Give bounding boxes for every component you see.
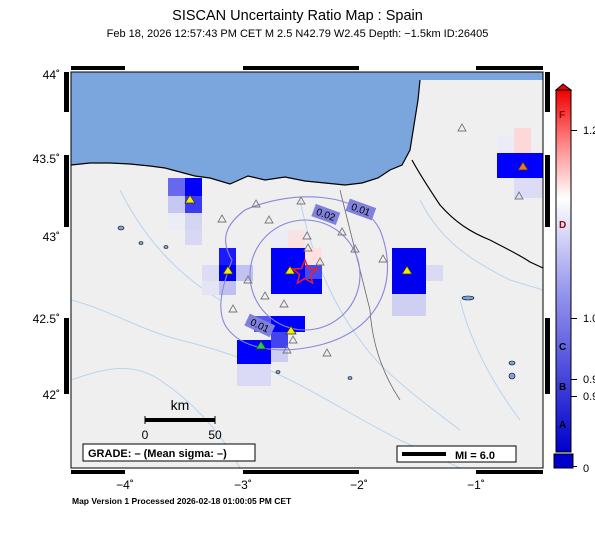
scale-end: 50 [208,428,222,442]
mi-bar [402,452,446,456]
station-yellow-icon [184,194,196,204]
scale-bar: km 0 50 [142,397,222,442]
mi-text: MI = 6.0 [455,450,495,462]
grade-box [82,443,256,462]
scale-unit: km [171,397,190,413]
colorbar [553,83,574,469]
scale-start: 0 [142,428,149,442]
uncertainty-contours [220,196,388,351]
map-frame [70,71,544,469]
map-footer: Map Version 1 Processed 2026-02-18 01:00… [72,496,292,506]
lon-label-m1: −1˚ [467,478,485,492]
lon-label-m4: −4˚ [116,478,134,492]
frame-ticks [64,66,550,474]
map-subtitle: Feb 18, 2026 12:57:43 PM CET M 2.5 N42.7… [106,28,489,40]
lakes [117,225,516,380]
station-orange-icon [517,161,529,171]
sea-area [71,72,543,185]
cb-letter-c: C [559,342,566,353]
cb-letter-b: B [559,382,566,393]
cb-letter-a: A [559,420,566,431]
cb-value-b: 0.9 [583,391,595,403]
region-border [339,189,401,401]
station-yellow-icon [222,265,234,275]
cb-value-c: 0.9 [583,374,595,386]
cb-letter-d: D [559,220,566,231]
border-line [411,159,543,269]
station-triangles [217,123,524,357]
cb-value-one: 1.0 [583,313,595,325]
lat-label-43: 43˚ [42,230,60,244]
station-green-icon [255,340,267,350]
map-title: SISCAN Uncertainty Ratio Map : Spain [172,8,423,24]
lat-label-43-5: 43.5˚ [32,152,60,166]
cb-value-zero: 0 [583,463,589,475]
cb-letter-f: F [559,110,565,121]
coastline [71,79,421,186]
lat-label-44: 44˚ [42,68,60,82]
lon-label-m3: −3˚ [234,478,252,492]
station-yellow-icon [285,325,297,335]
epicenter-star-icon[interactable] [291,258,319,285]
mi-box [396,445,517,463]
lat-label-42-5: 42.5˚ [32,312,60,326]
active-stations [184,161,529,350]
lon-label-m2: −2˚ [350,478,368,492]
cb-value-high: 1.2 [583,125,595,137]
colorbar-ticks [571,130,577,467]
station-yellow-icon [284,265,296,275]
colorbar-values: 1.2 1.0 0.9 0.9 0 [583,125,595,475]
grade-text: GRADE: – (Mean sigma: –) [88,448,227,460]
station-yellow-icon [401,265,413,275]
lat-label-42: 42˚ [42,388,60,402]
colorbar-letters: F D C B A [559,110,566,431]
